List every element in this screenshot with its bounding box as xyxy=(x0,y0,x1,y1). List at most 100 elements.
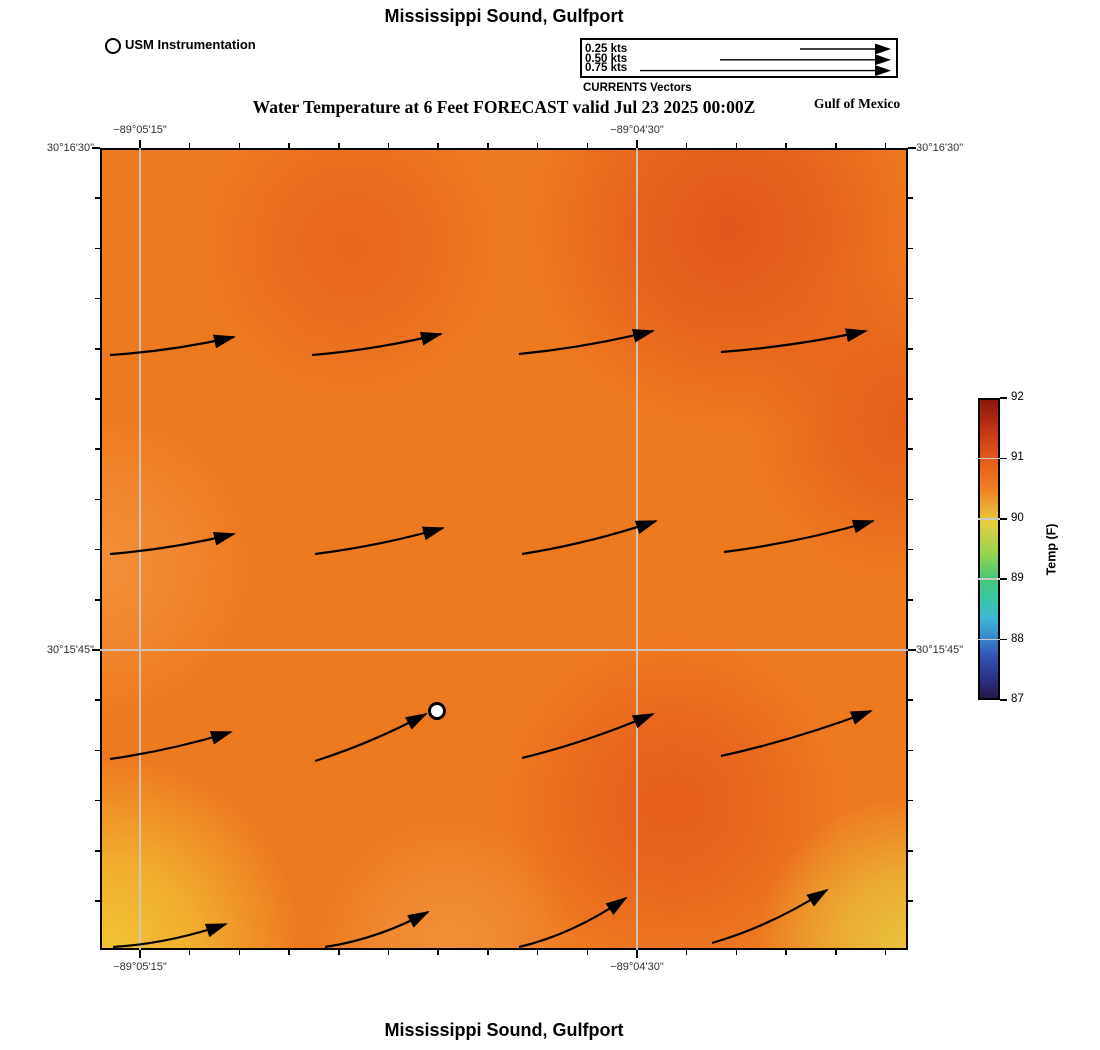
x-axis-tick xyxy=(437,950,439,955)
y-axis-tick xyxy=(95,699,100,701)
y-axis-tick xyxy=(908,398,913,400)
station-legend-label: USM Instrumentation xyxy=(125,37,256,52)
vector-legend-item-label: 0.25 kts xyxy=(585,43,628,55)
legend-arrowhead-icon xyxy=(875,65,891,77)
current-vector-arrow xyxy=(311,331,443,357)
y-axis-tick xyxy=(908,799,913,802)
x-axis-tick xyxy=(735,143,738,148)
y-axis-tick xyxy=(95,749,100,752)
x-axis-tick xyxy=(288,143,290,148)
x-axis-tick xyxy=(188,950,191,955)
colorbar-tick-label: 89 xyxy=(1011,572,1024,585)
x-axis-tick xyxy=(387,950,390,955)
current-vector-arrow xyxy=(521,519,658,556)
vector-legend-caption: CURRENTS Vectors xyxy=(583,82,692,94)
current-vector-arrow xyxy=(521,712,655,760)
x-axis-tick xyxy=(288,950,290,955)
colorbar-tick xyxy=(1000,457,1007,460)
y-axis-tick xyxy=(95,850,100,852)
x-axis-label-bottom: −89°05'15" xyxy=(113,961,167,973)
x-axis-tick xyxy=(884,950,887,955)
y-axis-tick xyxy=(95,548,100,551)
x-axis-tick xyxy=(536,950,539,955)
current-vector-arrow xyxy=(723,519,875,554)
x-axis-tick xyxy=(139,950,141,958)
y-axis-tick xyxy=(908,548,913,551)
footer-title: Mississippi Sound, Gulfport xyxy=(384,1020,624,1040)
x-axis-tick xyxy=(636,140,638,148)
x-axis-tick xyxy=(685,143,688,148)
vector-legend-item-label: 0.75 kts xyxy=(585,62,628,75)
x-axis-tick xyxy=(835,950,837,955)
map-overlay xyxy=(100,148,908,950)
current-vector-arrow xyxy=(314,526,445,556)
y-axis-tick xyxy=(908,448,913,450)
current-vector-arrow xyxy=(711,888,829,945)
colorbar-tick xyxy=(1000,638,1007,641)
y-axis-tick xyxy=(95,398,100,400)
colorbar-tick-label: 88 xyxy=(1011,632,1024,645)
temperature-map xyxy=(100,148,908,950)
x-axis-tick xyxy=(387,143,390,148)
vector-legend-item-label: 0.50 kts xyxy=(585,52,628,65)
vector-legend-labels: 0.25 kts 0.50 kts 0.75 kts xyxy=(585,43,628,75)
y-axis-label-left: 30°15'45" xyxy=(46,643,94,656)
y-axis-tick xyxy=(95,900,100,902)
y-axis-tick xyxy=(908,197,913,199)
y-axis-tick xyxy=(95,197,100,199)
x-axis-tick xyxy=(437,143,439,148)
y-axis-tick xyxy=(908,348,913,350)
x-axis-label-top: −89°05'15" xyxy=(113,124,167,136)
x-axis-tick xyxy=(338,950,340,955)
x-axis-tick xyxy=(536,143,539,148)
colorbar-tick xyxy=(1000,518,1007,520)
y-axis-tick xyxy=(908,649,916,651)
colorbar-tick-label: 91 xyxy=(1011,451,1024,464)
colorbar-tick-label: 90 xyxy=(1011,511,1024,524)
y-axis-tick xyxy=(908,850,913,852)
current-vector-arrow xyxy=(314,713,428,763)
x-axis-tick xyxy=(586,143,589,148)
y-axis-tick xyxy=(908,599,913,601)
colorbar-tick xyxy=(1000,578,1007,580)
colorbar-tick-label: 87 xyxy=(1011,693,1024,705)
x-axis-tick xyxy=(238,143,241,148)
colorbar-tick xyxy=(1000,397,1007,399)
y-axis-tick xyxy=(92,649,100,651)
x-axis-tick xyxy=(487,143,489,148)
y-axis-tick xyxy=(95,247,100,250)
x-axis-tick xyxy=(139,140,141,148)
current-vector-arrow xyxy=(112,922,228,949)
x-axis-tick xyxy=(735,950,738,955)
colorbar-label: Temp (F) xyxy=(1044,523,1059,576)
x-axis-tick xyxy=(785,143,787,148)
y-axis-tick xyxy=(95,348,100,350)
y-axis-tick xyxy=(908,297,913,300)
x-axis-label-top: −89°04'30" xyxy=(610,124,664,136)
x-axis-label-bottom: −89°04'30" xyxy=(610,961,664,973)
plot-subtitle: Water Temperature at 6 Feet FORECAST val… xyxy=(252,97,756,117)
colorbar-inner-line xyxy=(978,578,1000,580)
current-vector-arrow xyxy=(109,730,233,761)
x-axis-tick xyxy=(238,950,241,955)
x-axis-tick xyxy=(487,950,489,955)
colorbar xyxy=(978,398,1000,700)
y-axis-tick xyxy=(908,749,913,752)
current-vector-arrow xyxy=(518,896,628,949)
colorbar-inner-line xyxy=(978,638,1000,641)
colorbar-tick-label: 92 xyxy=(1011,391,1024,403)
colorbar-tick xyxy=(1000,699,1007,701)
current-vector-arrow xyxy=(109,334,236,357)
x-axis-tick xyxy=(188,143,191,148)
y-axis-tick xyxy=(95,799,100,802)
station-marker-icon xyxy=(428,702,446,720)
y-axis-tick xyxy=(908,147,916,149)
legend-arrowhead-icon xyxy=(875,43,891,55)
y-axis-label-right: 30°16'30" xyxy=(916,141,964,154)
x-axis-tick xyxy=(685,950,688,955)
colorbar-inner-line xyxy=(978,457,1000,460)
x-axis-tick xyxy=(586,950,589,955)
x-axis-tick xyxy=(835,143,837,148)
current-vector-arrow xyxy=(109,531,236,556)
